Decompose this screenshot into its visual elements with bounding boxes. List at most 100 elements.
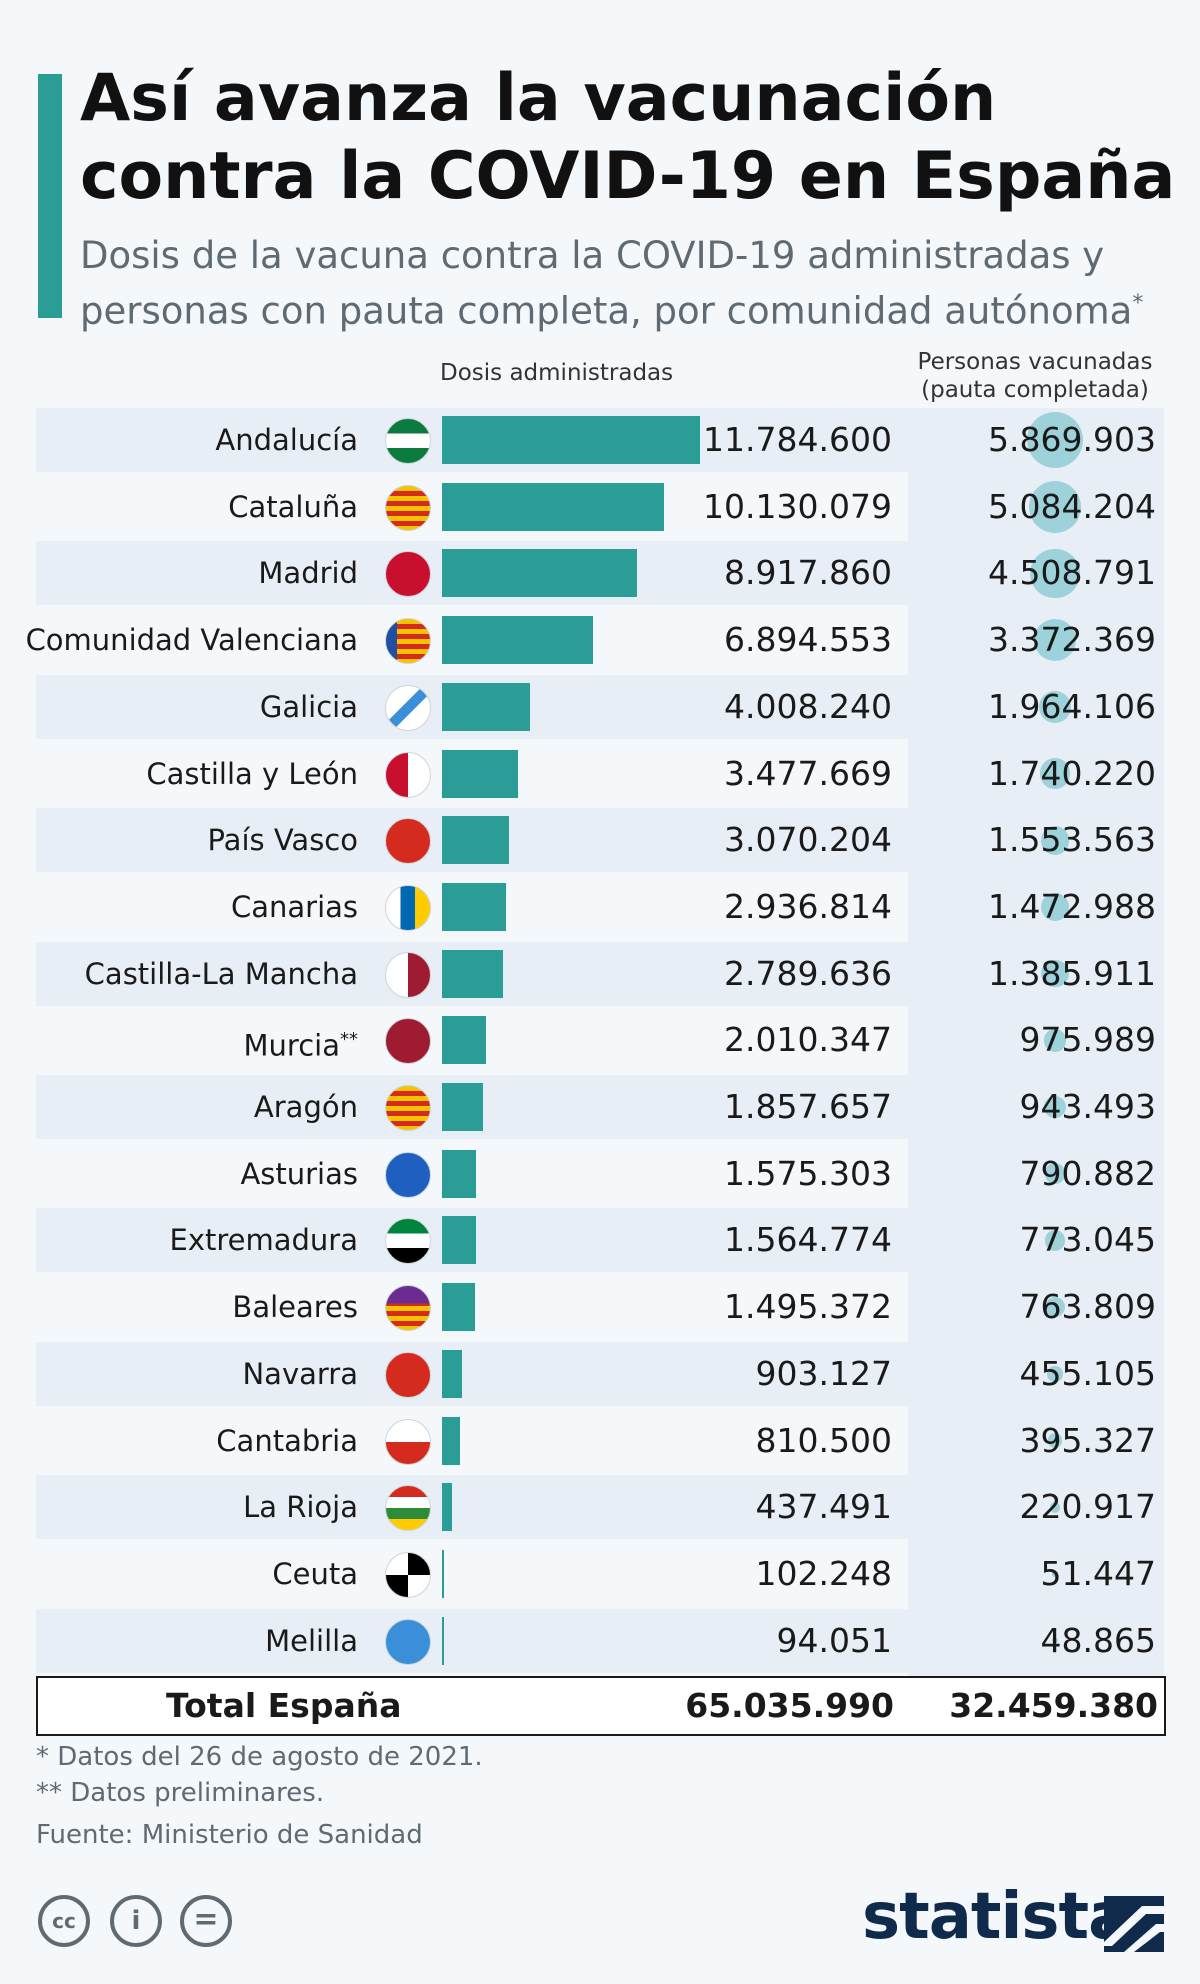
region-name: Castilla y León — [146, 756, 358, 791]
dosis-value: 3.477.669 — [724, 753, 892, 793]
region-name: Navarra — [242, 1356, 358, 1391]
source-note: Fuente: Ministerio de Sanidad — [36, 1820, 423, 1850]
personas-bubble — [1044, 1296, 1066, 1318]
castilla-la-mancha-flag-icon — [385, 951, 431, 998]
personas-value: 975.989 — [1019, 1020, 1156, 1060]
region-label: Galicia — [260, 675, 358, 739]
dosis-value: 6.894.553 — [724, 620, 892, 660]
table-row: Asturias 1.575.303 790.882 — [36, 1142, 1164, 1206]
region-name: Ceuta — [272, 1556, 358, 1591]
dosis-value: 10.130.079 — [703, 486, 892, 526]
valenciana-flag-icon — [385, 618, 431, 665]
attribution-icon[interactable]: i — [110, 1895, 162, 1947]
table-row: La Rioja 437.491 220.917 — [36, 1475, 1164, 1540]
dosis-value: 4.008.240 — [724, 686, 892, 726]
dosis-bar — [442, 482, 664, 531]
cantabria-flag-icon — [385, 1418, 431, 1465]
region-label: Cantabria — [216, 1409, 358, 1473]
region-name: Cataluña — [228, 489, 358, 524]
dosis-bar — [442, 1016, 486, 1065]
personas-value: 773.045 — [1019, 1220, 1156, 1260]
personas-bubble — [1033, 618, 1077, 662]
table-row: Murcia** 2.010.347 975.989 — [36, 1008, 1164, 1072]
extremadura-flag-icon — [385, 1218, 431, 1265]
table-row: Castilla-La Mancha 2.789.636 1.385.911 — [36, 941, 1164, 1006]
personas-value: 5.084.204 — [988, 486, 1156, 526]
table-row: Castilla y León 3.477.669 1.740.220 — [36, 742, 1164, 806]
dosis-bar — [442, 682, 530, 731]
column-header-dosis: Dosis administradas — [440, 360, 674, 386]
table-row: Extremadura 1.564.774 773.045 — [36, 1208, 1164, 1273]
asturias-flag-icon — [385, 1151, 431, 1198]
region-label: Murcia** — [244, 1008, 358, 1072]
column-header-personas: Personas vacunadas (pauta completada) — [900, 348, 1170, 404]
footnote-date: * Datos del 26 de agosto de 2021. — [36, 1742, 483, 1772]
dosis-bar — [442, 1216, 477, 1265]
region-name: Galicia — [259, 689, 358, 724]
region-name: País Vasco — [207, 823, 359, 858]
dosis-value: 1.564.774 — [724, 1220, 892, 1260]
dosis-value: 2.936.814 — [724, 886, 892, 926]
personas-bubble — [1049, 1501, 1061, 1513]
region-label: Navarra — [242, 1342, 358, 1406]
region-label: Asturias — [240, 1142, 358, 1206]
personas-value: 48.865 — [1040, 1620, 1156, 1660]
personas-bubble — [1028, 480, 1082, 533]
personas-value: 1.472.988 — [988, 886, 1156, 926]
region-label: La Rioja — [243, 1475, 358, 1539]
dosis-bar — [442, 882, 507, 931]
personas-value: 4.508.791 — [988, 553, 1156, 593]
dosis-bar — [442, 549, 638, 598]
personas-bubble — [1047, 1433, 1063, 1448]
region-label: Cataluña — [228, 475, 358, 539]
region-name: Madrid — [258, 556, 358, 591]
dosis-bar — [442, 816, 510, 865]
total-row: Total España 65.035.990 32.459.380 — [36, 1676, 1166, 1736]
region-name: Asturias — [240, 1156, 358, 1191]
region-name: Cantabria — [216, 1423, 358, 1458]
personas-bubble — [1052, 1638, 1058, 1644]
dosis-value: 11.784.600 — [703, 420, 892, 459]
region-name: Canarias — [230, 889, 358, 924]
table-row: Andalucía 11.784.600 5.869.903 — [36, 408, 1164, 472]
dosis-value: 3.070.204 — [724, 820, 892, 860]
murcia-flag-icon — [385, 1018, 431, 1065]
region-label: País Vasco — [208, 808, 359, 872]
table-row: Cantabria 810.500 395.327 — [36, 1409, 1164, 1473]
statista-logo[interactable]: statista — [862, 1880, 1131, 1954]
cc-license-icon[interactable]: cc — [38, 1895, 90, 1947]
personas-value: 1.740.220 — [988, 753, 1156, 793]
region-footnote-mark: ** — [340, 1029, 358, 1051]
region-label: Aragón — [254, 1075, 358, 1139]
personas-bubble — [1044, 1163, 1066, 1184]
total-personas-value: 32.459.380 — [949, 1686, 1158, 1725]
dosis-bar — [442, 1349, 462, 1398]
dosis-bar — [442, 416, 700, 464]
dosis-value: 437.491 — [755, 1487, 892, 1527]
region-label: Baleares — [232, 1275, 358, 1339]
statista-logo-icon — [1104, 1896, 1164, 1952]
personas-value: 1.385.911 — [988, 953, 1156, 993]
personas-bubble — [1039, 758, 1071, 789]
galicia-flag-icon — [385, 684, 431, 731]
personas-value: 220.917 — [1019, 1487, 1156, 1527]
page-title: Así avanza la vacunación contra la COVID… — [80, 61, 1176, 214]
subtitle: Dosis de la vacuna contra la COVID-19 ad… — [80, 232, 1180, 335]
baleares-flag-icon — [385, 1285, 431, 1332]
region-name: La Rioja — [243, 1490, 358, 1525]
personas-bubble — [1044, 1230, 1066, 1251]
accent-bar — [38, 74, 62, 318]
no-derivatives-icon[interactable]: = — [180, 1895, 232, 1947]
table-row: Ceuta 102.248 51.447 — [36, 1542, 1164, 1606]
personas-bubble — [1041, 959, 1069, 988]
dosis-value: 94.051 — [776, 1620, 892, 1660]
dosis-value: 1.857.657 — [724, 1087, 892, 1126]
region-label: Castilla-La Mancha — [85, 942, 358, 1006]
personas-bubble — [1052, 1571, 1058, 1577]
aragon-flag-icon — [385, 1085, 431, 1131]
dosis-value: 810.500 — [755, 1420, 892, 1460]
personas-bubble — [1040, 825, 1070, 855]
personas-bubble — [1040, 892, 1070, 921]
table-row: Navarra 903.127 455.105 — [36, 1341, 1164, 1406]
region-name: Melilla — [265, 1623, 358, 1658]
